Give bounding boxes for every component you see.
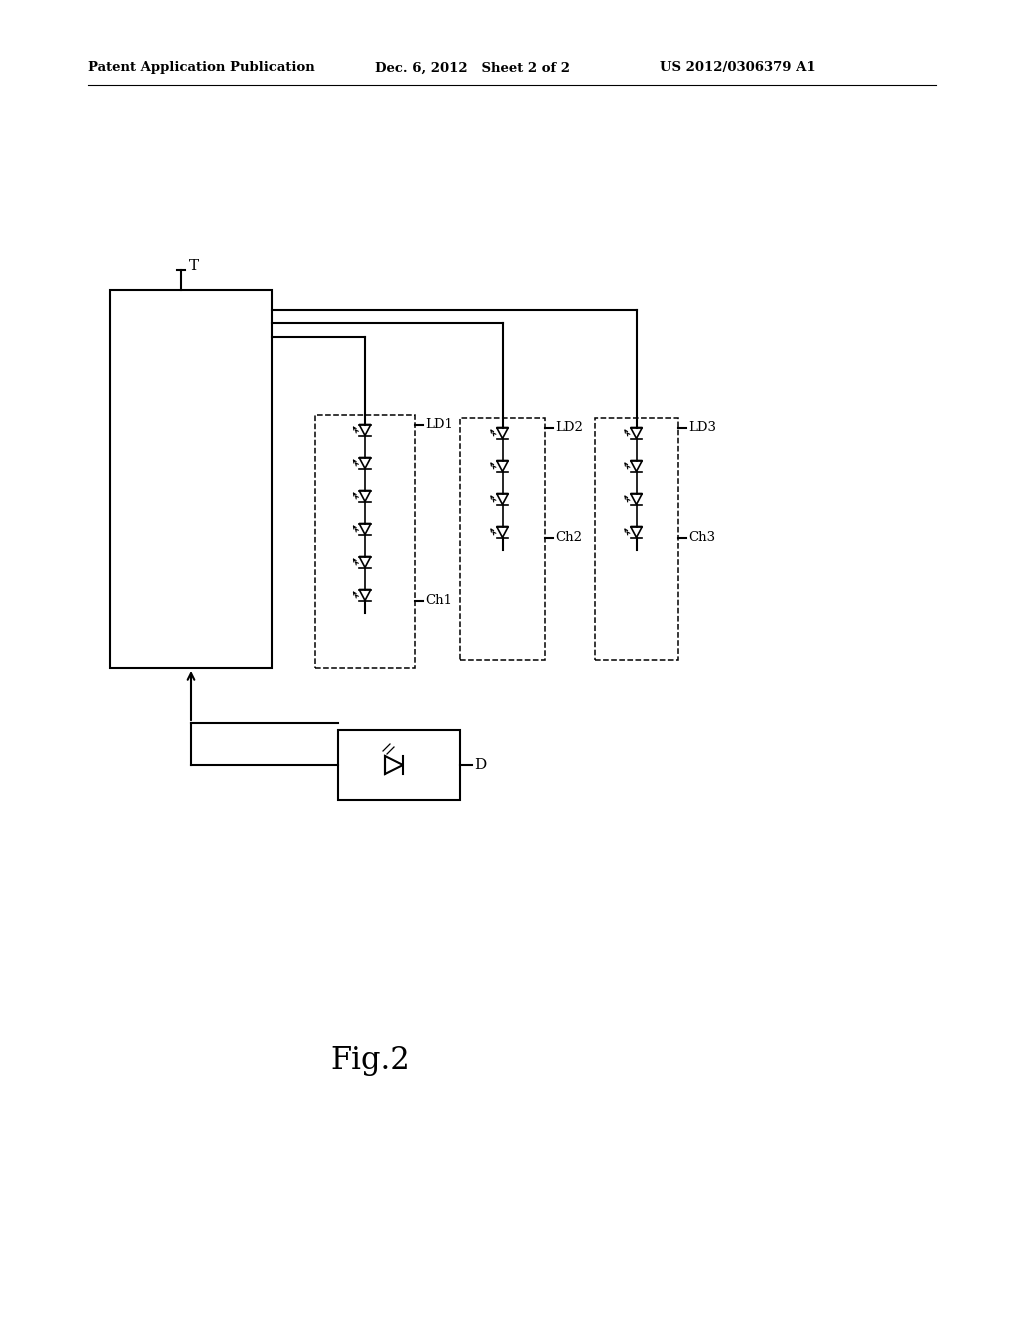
Text: Ch1: Ch1 xyxy=(425,594,452,607)
Text: LD1: LD1 xyxy=(425,418,453,432)
Text: Fig.2: Fig.2 xyxy=(330,1044,410,1076)
Bar xyxy=(110,290,272,668)
Text: Ch3: Ch3 xyxy=(688,531,715,544)
Text: Patent Application Publication: Patent Application Publication xyxy=(88,62,314,74)
Text: D: D xyxy=(474,758,486,772)
Text: LD2: LD2 xyxy=(555,421,583,434)
Text: LD3: LD3 xyxy=(688,421,716,434)
Text: Dec. 6, 2012   Sheet 2 of 2: Dec. 6, 2012 Sheet 2 of 2 xyxy=(375,62,570,74)
Text: T: T xyxy=(189,259,199,273)
Bar xyxy=(460,418,545,660)
Text: Ch2: Ch2 xyxy=(555,531,582,544)
Bar xyxy=(338,730,460,800)
Text: US 2012/0306379 A1: US 2012/0306379 A1 xyxy=(660,62,816,74)
Bar xyxy=(315,414,415,668)
Bar xyxy=(595,418,678,660)
